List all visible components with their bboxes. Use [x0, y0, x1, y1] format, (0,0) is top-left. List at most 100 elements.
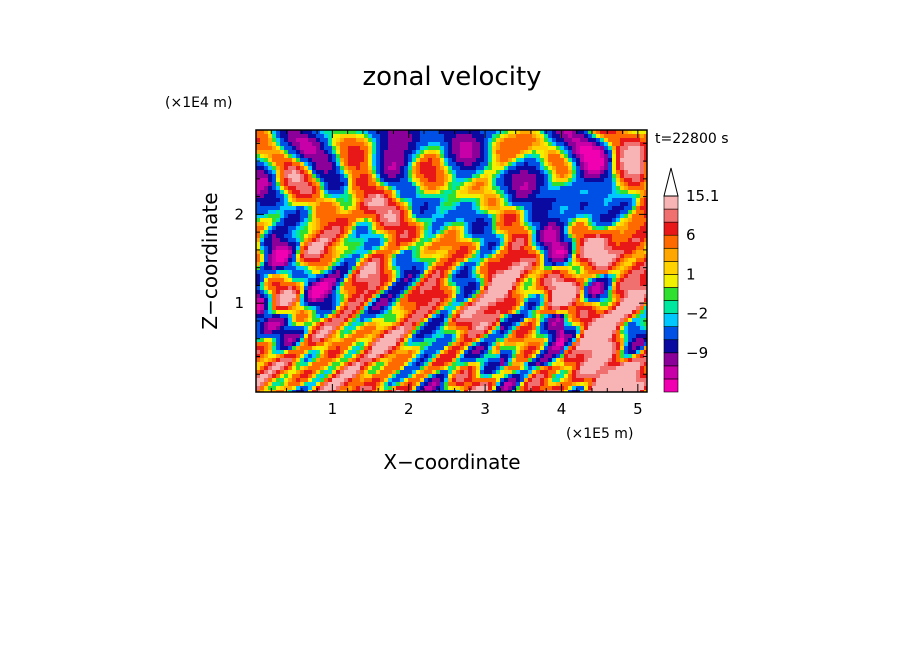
- field-cell: [380, 226, 385, 231]
- field-cell: [636, 222, 641, 227]
- field-cell: [260, 258, 265, 263]
- field-cell: [264, 178, 269, 183]
- field-cell: [496, 130, 501, 135]
- field-cell: [444, 306, 449, 311]
- field-cell: [460, 190, 465, 195]
- field-cell: [476, 130, 481, 135]
- field-cell: [288, 130, 293, 135]
- field-cell: [484, 254, 489, 259]
- field-cell: [264, 242, 269, 247]
- field-cell: [436, 290, 441, 295]
- field-cell: [420, 318, 425, 323]
- field-cell: [316, 294, 321, 299]
- field-cell: [452, 138, 457, 143]
- field-cell: [512, 190, 517, 195]
- field-cell: [524, 166, 529, 171]
- field-cell: [604, 222, 609, 227]
- field-cell: [352, 178, 357, 183]
- field-cell: [396, 142, 401, 147]
- field-cell: [620, 286, 625, 291]
- field-cell: [564, 290, 569, 295]
- field-cell: [396, 294, 401, 299]
- field-cell: [628, 262, 633, 267]
- field-cell: [472, 234, 477, 239]
- field-cell: [544, 238, 549, 243]
- field-cell: [552, 218, 557, 223]
- field-cell: [432, 314, 437, 319]
- field-cell: [520, 302, 525, 307]
- field-cell: [644, 202, 647, 207]
- field-cell: [468, 290, 473, 295]
- field-cell: [260, 134, 265, 139]
- field-cell: [544, 230, 549, 235]
- field-cell: [364, 238, 369, 243]
- field-cell: [316, 178, 321, 183]
- field-cell: [392, 138, 397, 143]
- field-cell: [576, 250, 581, 255]
- field-cell: [628, 294, 633, 299]
- field-cell: [468, 262, 473, 267]
- field-cell: [544, 270, 549, 275]
- field-cell: [596, 198, 601, 203]
- field-cell: [632, 154, 637, 159]
- field-cell: [260, 234, 265, 239]
- field-cell: [612, 254, 617, 259]
- field-cell: [508, 270, 513, 275]
- field-cell: [436, 174, 441, 179]
- field-cell: [288, 238, 293, 243]
- field-cell: [384, 194, 389, 199]
- field-cell: [320, 186, 325, 191]
- field-cell: [484, 170, 489, 175]
- field-cell: [568, 150, 573, 155]
- field-cell: [428, 310, 433, 315]
- field-cell: [388, 330, 393, 335]
- field-cell: [416, 270, 421, 275]
- field-cell: [588, 302, 593, 307]
- field-cell: [256, 222, 261, 227]
- field-cell: [624, 282, 629, 287]
- field-cell: [336, 170, 341, 175]
- field-cell: [372, 330, 377, 335]
- field-cell: [376, 238, 381, 243]
- field-cell: [356, 134, 361, 139]
- field-cell: [284, 182, 289, 187]
- field-cell: [372, 150, 377, 155]
- field-cell: [344, 178, 349, 183]
- field-cell: [608, 290, 613, 295]
- field-cell: [608, 270, 613, 275]
- field-cell: [304, 238, 309, 243]
- field-cell: [328, 202, 333, 207]
- field-cell: [432, 294, 437, 299]
- field-cell: [620, 254, 625, 259]
- field-cell: [560, 250, 565, 255]
- field-cell: [512, 130, 517, 135]
- field-cell: [380, 302, 385, 307]
- field-cell: [392, 242, 397, 247]
- field-cell: [268, 266, 273, 271]
- field-cell: [504, 254, 509, 259]
- field-cell: [260, 222, 265, 227]
- field-cell: [508, 250, 513, 255]
- field-cell: [608, 226, 613, 231]
- field-cell: [556, 302, 561, 307]
- field-cell: [644, 178, 647, 183]
- field-cell: [592, 166, 597, 171]
- field-cell: [536, 242, 541, 247]
- field-cell: [440, 326, 445, 331]
- field-cell: [432, 258, 437, 263]
- field-cell: [264, 286, 269, 291]
- field-cell: [528, 298, 533, 303]
- field-cell: [272, 286, 277, 291]
- field-cell: [624, 222, 629, 227]
- field-cell: [256, 238, 261, 243]
- field-cell: [260, 274, 265, 279]
- field-cell: [412, 190, 417, 195]
- field-cell: [620, 234, 625, 239]
- field-cell: [436, 314, 441, 319]
- field-cell: [304, 166, 309, 171]
- field-cell: [428, 286, 433, 291]
- field-cell: [280, 162, 285, 167]
- field-cell: [268, 330, 273, 335]
- field-cell: [424, 234, 429, 239]
- field-cell: [496, 278, 501, 283]
